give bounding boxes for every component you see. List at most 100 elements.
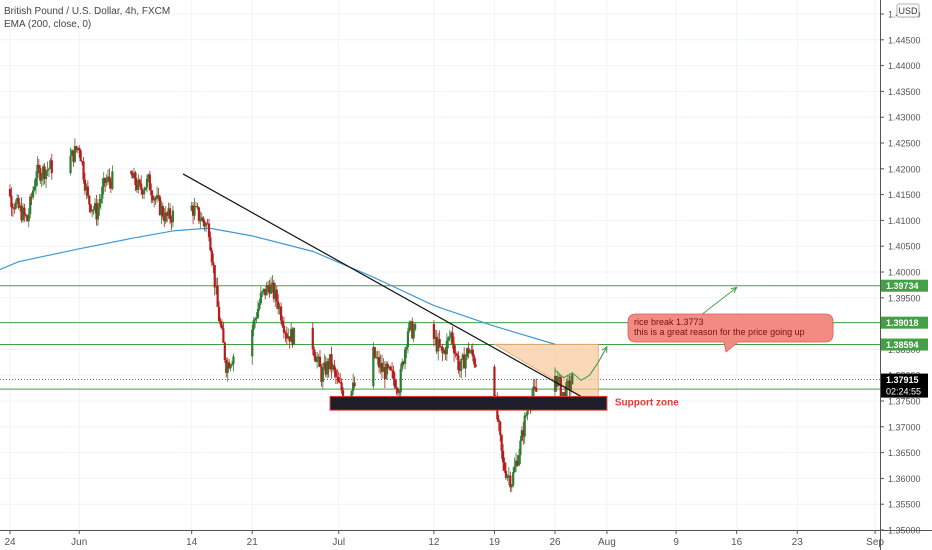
candle-body	[14, 201, 17, 209]
candle-body	[451, 332, 454, 344]
candle-body	[390, 369, 394, 371]
candle-body	[106, 176, 110, 181]
candle-body	[340, 382, 343, 391]
candle-body	[566, 380, 570, 383]
candle-body	[168, 208, 172, 220]
candle-body	[352, 382, 355, 391]
candle-body	[204, 223, 208, 227]
candle-body	[504, 470, 508, 478]
candle-body	[268, 287, 271, 294]
candle-body	[194, 206, 198, 208]
candle-body	[95, 203, 98, 220]
candle-body	[375, 357, 378, 359]
candle-body	[88, 195, 91, 205]
candle-body	[135, 184, 138, 190]
chart-title: British Pound / U.S. Dollar, 4h, FXCM	[4, 6, 170, 17]
candle-body	[164, 212, 167, 222]
candle-body	[217, 306, 221, 322]
candle-body	[372, 347, 375, 387]
y-tick-label: 1.40500	[888, 242, 921, 252]
candle-body	[406, 331, 410, 348]
candle-body	[501, 450, 505, 463]
x-axis-ticks: 24 Jun 14 21 Jul 12 19 26 Aug 9 16 23 Sep	[4, 530, 884, 548]
candle-body	[145, 178, 149, 188]
candle-body	[533, 386, 536, 388]
candle-body	[85, 186, 88, 191]
candle-body	[78, 147, 81, 151]
candle-body	[151, 195, 154, 201]
candle-body	[150, 190, 153, 196]
candle-body	[26, 215, 29, 222]
candle-body	[323, 362, 326, 369]
candle-body	[512, 472, 515, 486]
candle-body	[18, 205, 22, 208]
candle-body	[326, 361, 329, 375]
candle-body	[230, 363, 234, 366]
y-tick-label: 1.41500	[888, 190, 921, 200]
candle-body	[232, 356, 235, 364]
candle-body	[272, 282, 275, 299]
candle-body	[13, 207, 16, 209]
candle-body	[341, 390, 345, 399]
candle-body	[437, 339, 440, 352]
candle-body	[445, 340, 448, 355]
x-tick-label: 23	[792, 537, 804, 548]
candle-body	[23, 207, 26, 215]
candle-body	[101, 186, 104, 199]
x-tick-label: Jul	[332, 537, 345, 548]
candle-body	[353, 382, 356, 387]
candle-body	[455, 353, 459, 356]
candle-body	[193, 206, 196, 216]
candle-body	[442, 349, 446, 354]
candle-body	[111, 171, 114, 189]
candle-body	[207, 223, 211, 238]
candle-body	[395, 387, 398, 389]
level-label-bg	[881, 316, 928, 329]
candle-body	[83, 179, 87, 191]
candle-body	[91, 209, 94, 212]
candle-body	[318, 356, 322, 368]
candle-body	[31, 190, 35, 198]
candle-body	[154, 198, 157, 200]
x-tick-label: Jun	[71, 537, 87, 548]
y-axis-ticks: 1.450001.445001.440001.435001.430001.425…	[880, 10, 921, 536]
candle-body	[379, 362, 382, 368]
y-tick-label: 1.35000	[888, 526, 921, 536]
candle-body	[398, 392, 401, 394]
currency-button[interactable]: USD	[896, 3, 920, 18]
candle-body	[287, 336, 290, 339]
candle-body	[21, 207, 25, 221]
candle-body	[376, 357, 379, 359]
trendline-line	[182, 173, 599, 407]
candle-body	[414, 324, 417, 330]
candle-body	[75, 146, 78, 150]
candle-body	[160, 206, 163, 215]
candle-body	[70, 150, 74, 156]
candle-body	[20, 205, 23, 221]
candle-body	[155, 195, 159, 200]
candle-body	[212, 262, 215, 266]
candle-body	[213, 265, 216, 288]
candle-body	[190, 205, 193, 211]
candle-body	[510, 485, 513, 488]
candle-body	[444, 349, 447, 355]
last-price-label-bg	[881, 373, 928, 398]
candle-body	[282, 325, 286, 333]
candle-body	[452, 343, 456, 354]
candle-body	[463, 354, 466, 369]
candle-body	[215, 285, 218, 288]
candle-body	[465, 348, 469, 357]
ema-line	[0, 227, 556, 345]
candle-body	[99, 198, 102, 204]
candle-body	[473, 356, 476, 365]
candle-body	[192, 205, 195, 216]
candle-body	[460, 358, 463, 371]
grid	[0, 0, 880, 531]
projection-arrowhead	[730, 286, 738, 294]
candle-body	[393, 379, 397, 388]
candle-body	[27, 214, 30, 222]
y-tick-label: 1.36000	[888, 474, 921, 484]
